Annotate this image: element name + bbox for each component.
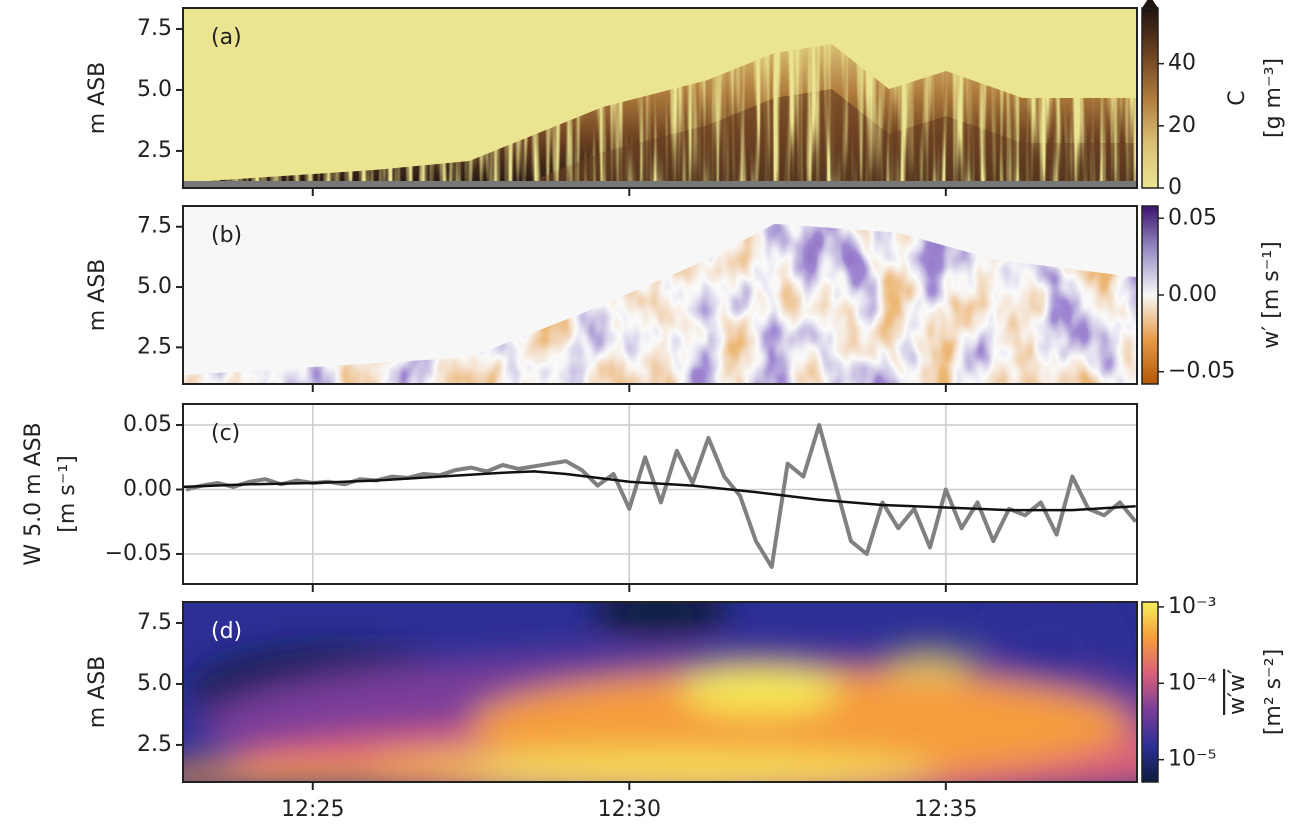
colorbar-tick-label: 40 <box>1168 51 1196 76</box>
plot-area <box>183 206 1137 384</box>
heatmap-texture <box>183 223 1137 384</box>
data-line <box>185 423 1137 569</box>
panel-label: (c) <box>211 421 240 446</box>
plot-area <box>183 8 1137 188</box>
axes-frame <box>182 205 1138 385</box>
y-tick-label: 5.0 <box>137 77 172 102</box>
y-axis-unit: [m s⁻¹] <box>55 455 80 532</box>
heatmap-texture <box>183 602 1137 782</box>
y-tick-label: 7.5 <box>137 16 172 41</box>
colorbar-tick-label: 10⁻⁵ <box>1168 747 1216 772</box>
heatmap-blob <box>680 665 840 715</box>
colorbar-unit: [g m⁻³] <box>1261 58 1286 138</box>
colorbar-label: C <box>1225 90 1250 105</box>
axes-frame <box>182 601 1138 783</box>
y-tick-label: 2.5 <box>137 138 172 163</box>
colorbar-tick-label: 0.05 <box>1168 205 1217 230</box>
y-tick-label: 7.5 <box>137 214 172 239</box>
colorbar-tick-label: 0 <box>1168 175 1182 200</box>
colorbar-label: w′ [m s⁻¹] <box>1259 241 1284 348</box>
y-tick-label: 2.5 <box>137 732 172 757</box>
colorbar <box>1141 7 1159 189</box>
y-axis-label: m ASB <box>85 656 110 729</box>
colorbar-label: w′w′ <box>1225 669 1250 715</box>
colorbar-extend <box>1142 0 1158 8</box>
y-tick-label: 0.05 <box>123 412 172 437</box>
heatmap-blob <box>183 763 500 782</box>
heatmap-blob <box>590 602 730 635</box>
y-tick-label: 5.0 <box>137 274 172 299</box>
colorbar-tick-label: 20 <box>1168 113 1196 138</box>
colorbar-tick-label: 10⁻³ <box>1168 594 1216 619</box>
axes-frame <box>182 7 1138 189</box>
data-line <box>183 470 1136 512</box>
plot-area <box>183 404 1137 584</box>
panel-label: (b) <box>211 223 242 248</box>
colorbar <box>1141 205 1159 385</box>
y-tick-label: 0.00 <box>123 476 172 501</box>
y-axis-label: m ASB <box>85 259 110 332</box>
y-axis-label: W 5.0 m ASB <box>21 422 46 565</box>
heatmap-blob <box>990 602 1110 680</box>
heatmap-blob <box>885 647 975 683</box>
y-tick-label: −0.05 <box>105 541 172 566</box>
y-tick-label: 2.5 <box>137 334 172 359</box>
colorbar <box>1141 601 1159 783</box>
y-tick-label: 5.0 <box>137 671 172 696</box>
panel-label: (d) <box>211 619 242 644</box>
y-axis-label: m ASB <box>85 62 110 135</box>
colorbar-unit: [m² s⁻²] <box>1261 649 1286 735</box>
colorbar-tick-label: 0.00 <box>1168 282 1217 307</box>
x-tick-label: 12:35 <box>914 797 977 822</box>
axes-frame <box>182 403 1138 585</box>
colorbar-tick-label: −0.05 <box>1168 359 1235 384</box>
plot-area <box>183 602 1137 782</box>
y-tick-label: 7.5 <box>137 610 172 635</box>
panel-label: (a) <box>211 25 242 50</box>
x-tick-label: 12:30 <box>598 797 661 822</box>
colorbar-tick-label: 10⁻⁴ <box>1168 670 1217 695</box>
heatmap-texture <box>513 89 1137 188</box>
ground-strip <box>183 181 1137 188</box>
x-tick-label: 12:25 <box>281 797 344 822</box>
